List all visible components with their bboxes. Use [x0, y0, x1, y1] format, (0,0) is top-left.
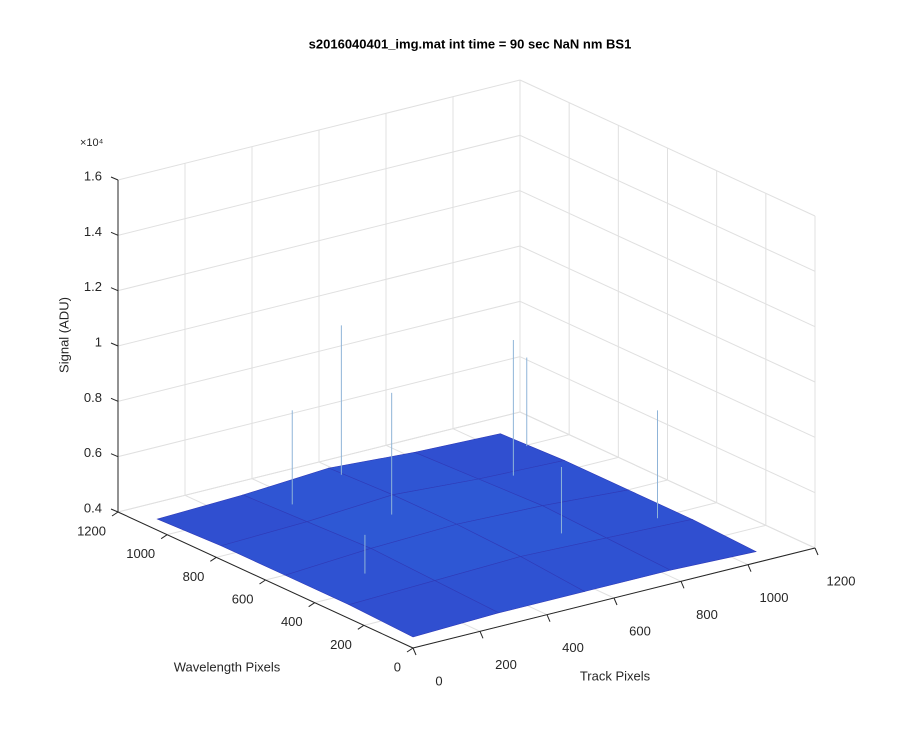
- y-tick: [111, 511, 119, 517]
- grid-line: [519, 190, 816, 328]
- z-tick-label: 0.8: [84, 390, 102, 405]
- z-tick-label: 1.2: [84, 279, 102, 294]
- x-tick: [546, 614, 551, 622]
- x-tick-label: 1200: [827, 573, 856, 588]
- grid-line: [117, 411, 521, 513]
- x-tick-label: 200: [495, 657, 517, 672]
- surface-patch: [348, 580, 500, 638]
- y-tick: [308, 602, 315, 608]
- grid-line: [519, 134, 816, 272]
- x-tick: [747, 564, 752, 572]
- x-tick: [613, 597, 618, 606]
- z-axis-label: Signal (ADU): [56, 297, 71, 373]
- y-tick-label: 200: [330, 637, 352, 652]
- z-tick-label: 0.6: [84, 445, 102, 460]
- y-tick-label: 800: [183, 569, 205, 584]
- x-tick: [479, 631, 484, 639]
- x-tick-label: 400: [562, 640, 584, 655]
- grid-line: [519, 245, 816, 383]
- grid-line: [117, 245, 521, 347]
- chart-title: s2016040401_img.mat int time = 90 sec Na…: [309, 36, 632, 51]
- y-tick: [160, 534, 168, 540]
- y-tick-label: 400: [281, 614, 303, 629]
- grid-line: [117, 134, 521, 236]
- y-tick: [357, 624, 365, 630]
- z-tick: [110, 342, 119, 347]
- z-tick-label: 1: [95, 334, 102, 349]
- z-tick: [110, 231, 119, 236]
- z-tick-label: 1.6: [84, 168, 102, 183]
- z-tick: [110, 453, 119, 458]
- grid-line: [117, 300, 521, 402]
- y-axis-label: Wavelength Pixels: [174, 659, 281, 674]
- grid-line: [117, 356, 521, 458]
- grid-line: [519, 79, 816, 217]
- y-tick-label: 1200: [77, 523, 106, 538]
- z-tick: [110, 397, 119, 402]
- y-tick: [259, 579, 266, 585]
- grid-line: [117, 190, 521, 292]
- y-tick: [406, 647, 414, 653]
- z-tick: [110, 287, 119, 292]
- y-tick-label: 600: [232, 591, 254, 606]
- x-tick-label: 800: [696, 607, 718, 622]
- z-tick: [110, 508, 119, 513]
- x-tick: [814, 547, 819, 556]
- y-tick-label: 1000: [126, 546, 155, 561]
- grid-line: [519, 300, 816, 438]
- grid-line: [117, 79, 521, 181]
- x-tick-label: 0: [435, 673, 442, 688]
- y-tick-label: 0: [394, 659, 401, 674]
- x-tick-label: 1000: [760, 590, 789, 605]
- z-tick-label: 0.4: [84, 500, 102, 515]
- x-tick: [412, 647, 417, 656]
- z-scale-label: ×10⁴: [80, 137, 104, 149]
- grid-line: [519, 411, 816, 549]
- x-tick: [680, 581, 685, 589]
- x-tick-label: 600: [629, 623, 651, 638]
- z-tick: [110, 176, 119, 181]
- grid-line: [519, 356, 816, 494]
- z-tick-label: 1.4: [84, 224, 102, 239]
- x-axis-label: Track Pixels: [580, 668, 651, 683]
- y-tick: [210, 556, 217, 562]
